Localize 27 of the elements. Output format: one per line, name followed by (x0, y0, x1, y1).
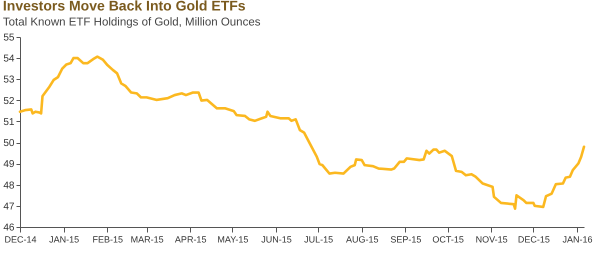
x-tick-label: AUG-15 (346, 234, 379, 244)
x-tick-label: JUN-15 (261, 234, 292, 244)
chart-title: Investors Move Back Into Gold ETFs (2, 0, 246, 14)
x-tick-label: JAN-16 (562, 234, 592, 244)
y-tick-label: 50 (3, 138, 15, 150)
y-tick-label: 48 (3, 180, 15, 192)
chart-subtitle: Total Known ETF Holdings of Gold, Million Ounces (2, 16, 261, 28)
y-tick-label: 52 (3, 96, 15, 107)
y-tick-label: 47 (3, 201, 15, 212)
x-tick-label: DEC-14 (4, 234, 37, 244)
x-tick-label: JUL-15 (304, 234, 334, 244)
y-tick-label: 53 (3, 74, 15, 86)
x-tick-label: APR-15 (174, 234, 206, 244)
x-tick-label: NOV-15 (476, 234, 508, 244)
x-tick-label: FEB-15 (92, 234, 123, 244)
x-tick-label: OCT-15 (432, 234, 464, 244)
y-tick-label: 49 (3, 159, 15, 170)
x-tick-label: JAN-15 (49, 234, 80, 244)
x-tick-label: MAR-15 (130, 234, 164, 244)
y-tick-label: 46 (3, 222, 15, 234)
x-tick-label: MAY-15 (217, 234, 248, 244)
x-tick-label: SEP-15 (390, 234, 422, 244)
y-tick-label: 55 (3, 32, 15, 44)
x-tick-label: DEC-15 (518, 234, 550, 244)
y-tick-label: 51 (3, 116, 15, 128)
y-tick-label: 54 (3, 54, 15, 65)
line-series (18, 55, 586, 210)
